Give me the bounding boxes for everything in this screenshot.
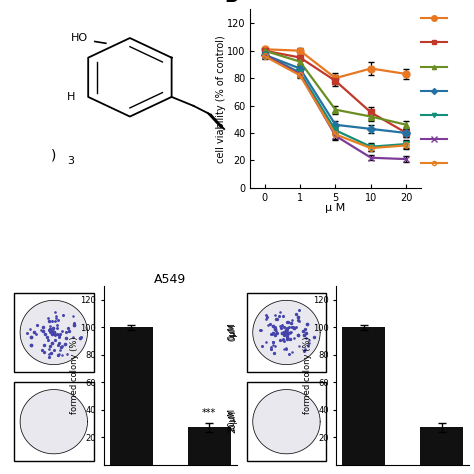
Text: B: B — [225, 0, 238, 6]
Text: H: H — [67, 92, 75, 102]
Bar — [342, 327, 385, 465]
Bar — [14, 293, 94, 372]
Text: ): ) — [51, 149, 56, 163]
Bar — [246, 383, 326, 461]
Y-axis label: cell viability (% of control): cell viability (% of control) — [216, 35, 226, 163]
Title: A549: A549 — [154, 273, 186, 286]
Y-axis label: formed colony (%): formed colony (%) — [302, 337, 311, 414]
Bar — [188, 428, 230, 465]
Text: ***: *** — [202, 408, 216, 418]
Polygon shape — [253, 301, 320, 365]
Bar — [246, 293, 326, 372]
Text: 20μM: 20μM — [229, 410, 237, 433]
Text: HO: HO — [71, 33, 88, 43]
Polygon shape — [253, 390, 320, 454]
Bar — [420, 428, 463, 465]
Text: 0μM: 0μM — [229, 324, 237, 341]
Bar — [14, 383, 94, 461]
X-axis label: μ M: μ M — [325, 203, 346, 213]
Text: 0μM: 0μM — [227, 322, 236, 340]
Text: 3: 3 — [67, 156, 74, 166]
Text: 20μM: 20μM — [227, 408, 236, 431]
Y-axis label: formed colony (%): formed colony (%) — [70, 337, 79, 414]
Bar — [109, 327, 153, 465]
Polygon shape — [20, 390, 88, 454]
Polygon shape — [20, 301, 88, 365]
